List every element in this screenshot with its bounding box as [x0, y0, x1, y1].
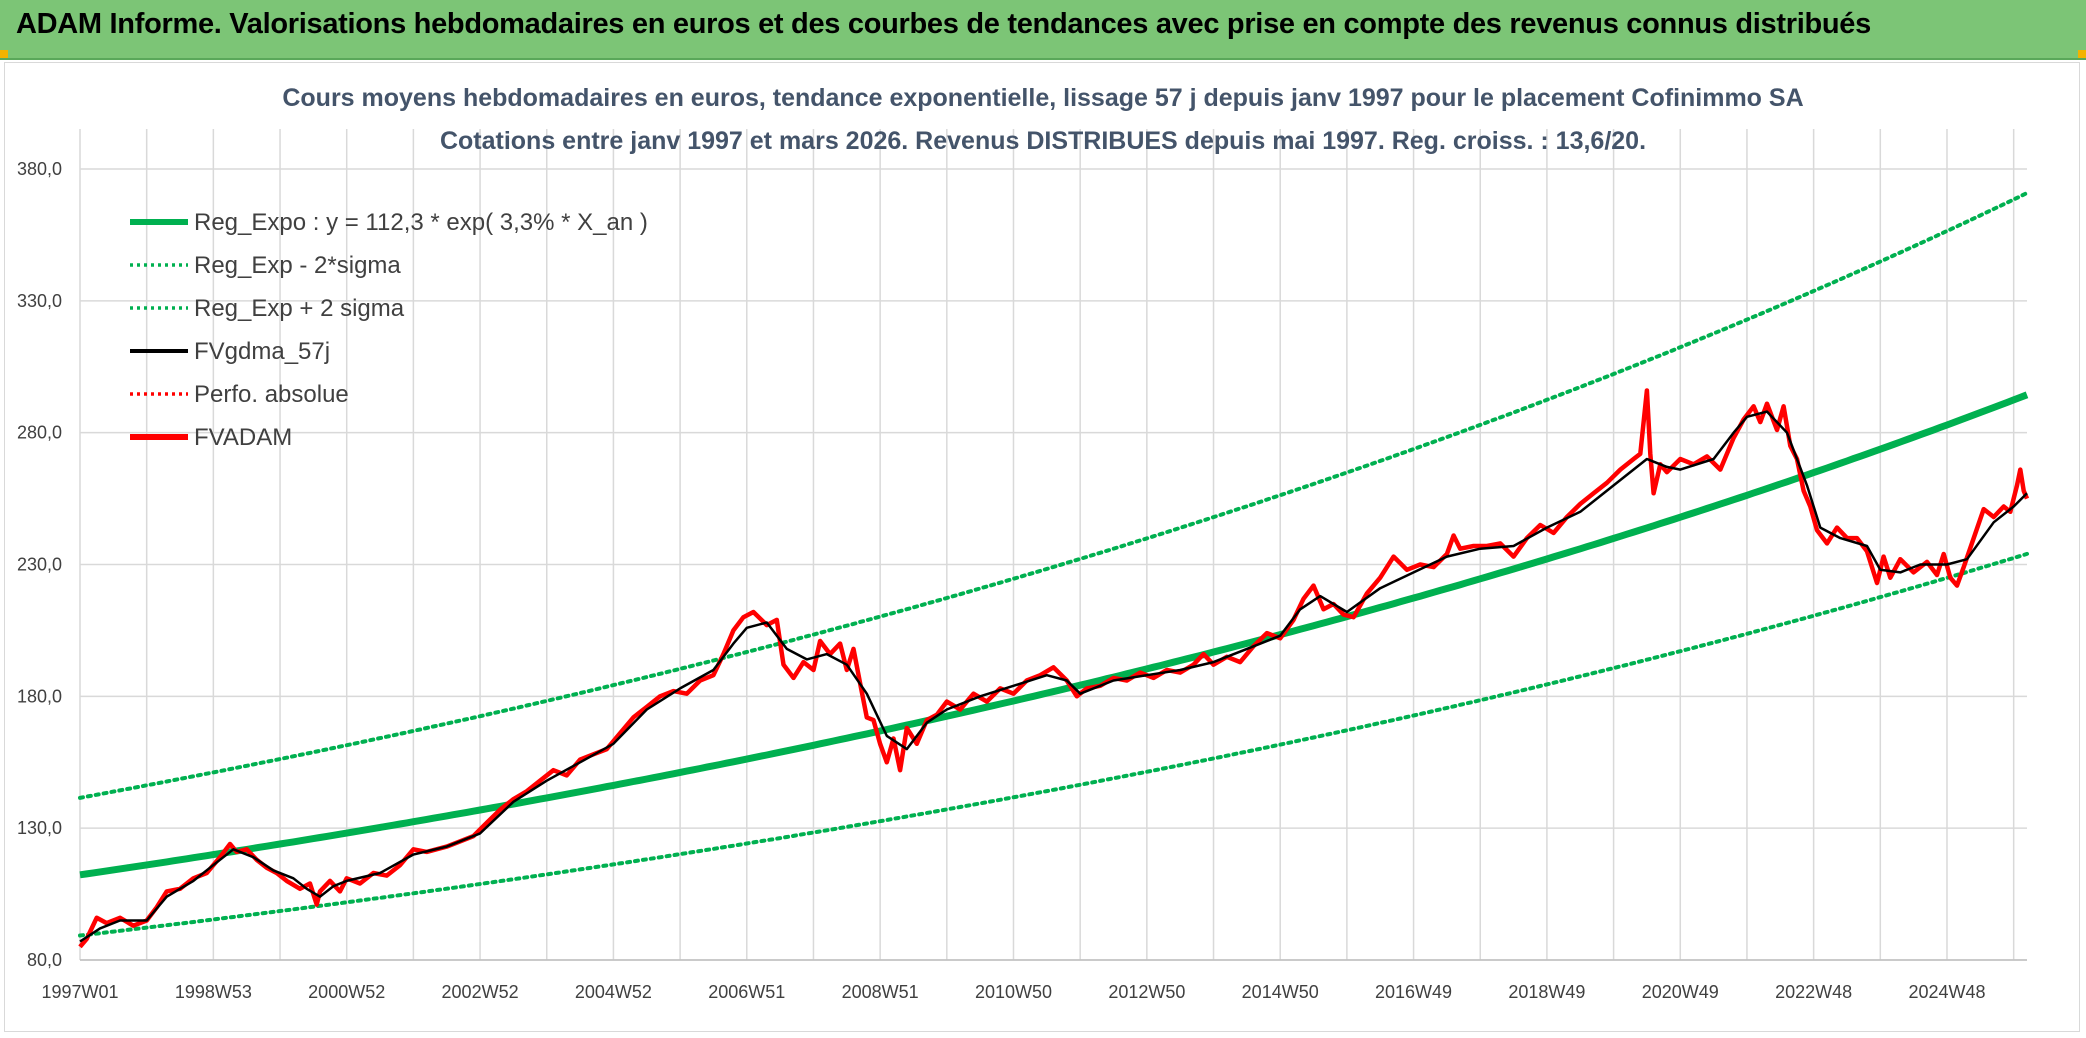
- legend-label: FVgdma_57j: [194, 338, 330, 365]
- reg-exp-plus-2sigma-line: [78, 191, 2029, 800]
- x-tick-label: 2022W48: [1775, 982, 1852, 1002]
- x-tick-label: 2010W50: [975, 982, 1052, 1002]
- y-tick-label: 280,0: [17, 423, 62, 443]
- chart-grid: [79, 129, 2027, 961]
- legend-label: Perfo. absolue: [194, 381, 349, 408]
- x-tick-label: 2002W52: [442, 982, 519, 1002]
- legend-label: FVADAM: [194, 424, 292, 451]
- chart-legend: Reg_Expo : y = 112,3 * exp( 3,3% * X_an …: [130, 209, 648, 451]
- header-banner: ADAM Informe. Valorisations hebdomadaire…: [0, 0, 2086, 60]
- banner-corner-right: [2078, 50, 2086, 58]
- x-tick-label: 2012W50: [1108, 982, 1185, 1002]
- x-tick-label: 2006W51: [708, 982, 785, 1002]
- x-tick-label: 2016W49: [1375, 982, 1452, 1002]
- y-tick-label: 180,0: [17, 686, 62, 706]
- x-tick-label: 2020W49: [1642, 982, 1719, 1002]
- chart-series: [78, 191, 2030, 949]
- chart-axes: 80,0 130,0 180,0 230,0 280,0 330,0 380,0 1997W0…: [17, 159, 2027, 1002]
- legend-label: Reg_Expo : y = 112,3 * exp( 3,3% * X_an …: [194, 209, 648, 236]
- banner-title: ADAM Informe. Valorisations hebdomadaire…: [16, 8, 1871, 40]
- x-tick-label: 2018W49: [1508, 982, 1585, 1002]
- x-tick-label: 2004W52: [575, 982, 652, 1002]
- y-tick-label: 130,0: [17, 818, 62, 838]
- legend-label: Reg_Exp - 2*sigma: [194, 252, 401, 279]
- chart-area: [4, 62, 2080, 1032]
- y-tick-label: 230,0: [17, 555, 62, 575]
- x-tick-label: 2024W48: [1908, 982, 1985, 1002]
- x-tick-label: 2008W51: [842, 982, 919, 1002]
- fvgdma-57j-line: [79, 410, 2028, 943]
- x-tick-label: 2000W52: [308, 982, 385, 1002]
- chart-subtitle: Cotations entre janv 1997 et mars 2026. …: [439, 127, 1647, 155]
- x-tick-label: 2014W50: [1242, 982, 1319, 1002]
- chart-title: Cours moyens hebdomadaires en euros, ten…: [282, 84, 1804, 112]
- y-tick-label: 330,0: [17, 291, 62, 311]
- banner-corner-left: [0, 50, 8, 58]
- fvadam-line: [78, 388, 2030, 949]
- reg-exp-minus-2sigma-line: [78, 551, 2029, 938]
- x-tick-label: 1997W01: [41, 982, 118, 1002]
- y-tick-label: 380,0: [17, 159, 62, 179]
- legend-label: Reg_Exp + 2 sigma: [194, 295, 405, 322]
- y-tick-label: 80,0: [27, 950, 62, 970]
- x-tick-label: 1998W53: [175, 982, 252, 1002]
- reg-expo-line: [79, 391, 2029, 879]
